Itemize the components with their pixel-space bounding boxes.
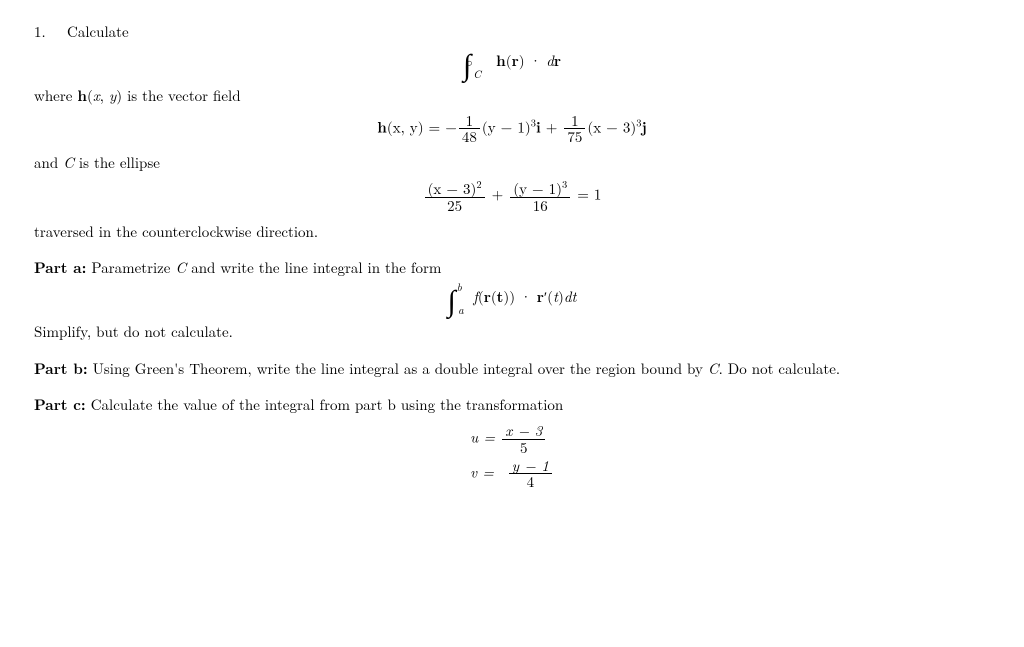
frac-1-48: 148 xyxy=(459,113,480,146)
plus-1: + xyxy=(541,116,563,137)
plus-2: + xyxy=(487,184,509,205)
eq-transformation: u = x − 35 v = y − 14 xyxy=(34,421,990,492)
oint-symbol: ∫ ○ C xyxy=(463,48,471,78)
part-b-text1: Using Green's Theorem, write the line in… xyxy=(88,358,708,379)
r-bold-1: r xyxy=(484,286,491,307)
traversed-line: traversed in the counterclockwise direct… xyxy=(34,222,990,242)
part-b-line: Part b: Using Green's Theorem, write the… xyxy=(34,359,990,379)
where-line: where h(x, y) is the vector field xyxy=(34,86,990,106)
term-y-1: (y − 1) xyxy=(482,116,531,137)
dt-text: dt xyxy=(564,286,577,307)
eq-closed-integral: ∫ ○ C h(r) · dr xyxy=(34,48,990,78)
problem-heading: 1. Calculate xyxy=(34,22,990,42)
part-c-label: Part c: xyxy=(34,394,86,415)
h-lhs: h xyxy=(377,116,387,137)
h-args: (x, y) = xyxy=(387,116,445,137)
t-bold-1: t xyxy=(497,286,504,307)
simplify-line: Simplify, but do not calculate. xyxy=(34,322,990,342)
frac-y1-16: (y − 1)3 16 xyxy=(510,179,570,214)
part-a-text2: and write the line integral in the form xyxy=(186,257,441,278)
part-a-line: Part a: Parametrize C and write the line… xyxy=(34,258,990,278)
calculate-word: Calculate xyxy=(67,21,129,42)
u-lhs: u = xyxy=(470,426,500,447)
and-word: and xyxy=(34,152,63,173)
part-b-label: Part b: xyxy=(34,358,88,379)
vector-field-text: is the vector field xyxy=(122,85,240,106)
page-root: 1. Calculate ∫ ○ C h(r) · dr where h(x, … xyxy=(0,0,1024,492)
eq-ellipse: (x − 3)2 25 + (y − 1)3 16 = 1 xyxy=(34,179,990,214)
part-b-text2: . Do not calculate. xyxy=(719,358,840,379)
unit-j: j xyxy=(641,116,646,137)
problem-number: 1. xyxy=(34,22,62,42)
neg-sign: − xyxy=(445,116,457,137)
part-c-line: Part c: Calculate the value of the integ… xyxy=(34,395,990,415)
and-c-line: and C is the ellipse xyxy=(34,153,990,173)
frac-u: x − 35 xyxy=(502,423,545,456)
part-a-text1: Parametrize xyxy=(86,257,175,278)
term-x-3: (x − 3) xyxy=(587,116,636,137)
part-c-text: Calculate the value of the integral from… xyxy=(86,394,563,415)
h-bold: h xyxy=(77,85,87,106)
c-letter-3: C xyxy=(708,358,719,379)
frac-1-75: 175 xyxy=(564,113,585,146)
c-letter-2: C xyxy=(175,257,186,278)
t-it-2: t xyxy=(553,286,558,307)
is-ellipse-text: is the ellipse xyxy=(74,152,160,173)
frac-v: y − 14 xyxy=(509,458,552,491)
part-a-label: Part a: xyxy=(34,257,86,278)
def-int-symbol: ∫ a b xyxy=(448,284,456,314)
equals-1: = 1 xyxy=(572,184,601,205)
eq-param-integral: ∫ a b f(r(t)) · r′(t)dt xyxy=(34,284,990,314)
frac-x3-25: (x − 3)2 25 xyxy=(425,179,485,214)
f-letter: f xyxy=(473,286,478,307)
h-vec: h xyxy=(496,50,506,71)
c-letter-1: C xyxy=(63,152,74,173)
where-word: where xyxy=(34,85,77,106)
r-bold-2: r xyxy=(537,286,544,307)
eq-h-definition: h(x, y) = −148(y − 1)3i + 175(x − 3)3j xyxy=(34,113,990,146)
v-lhs: v = xyxy=(470,461,499,482)
